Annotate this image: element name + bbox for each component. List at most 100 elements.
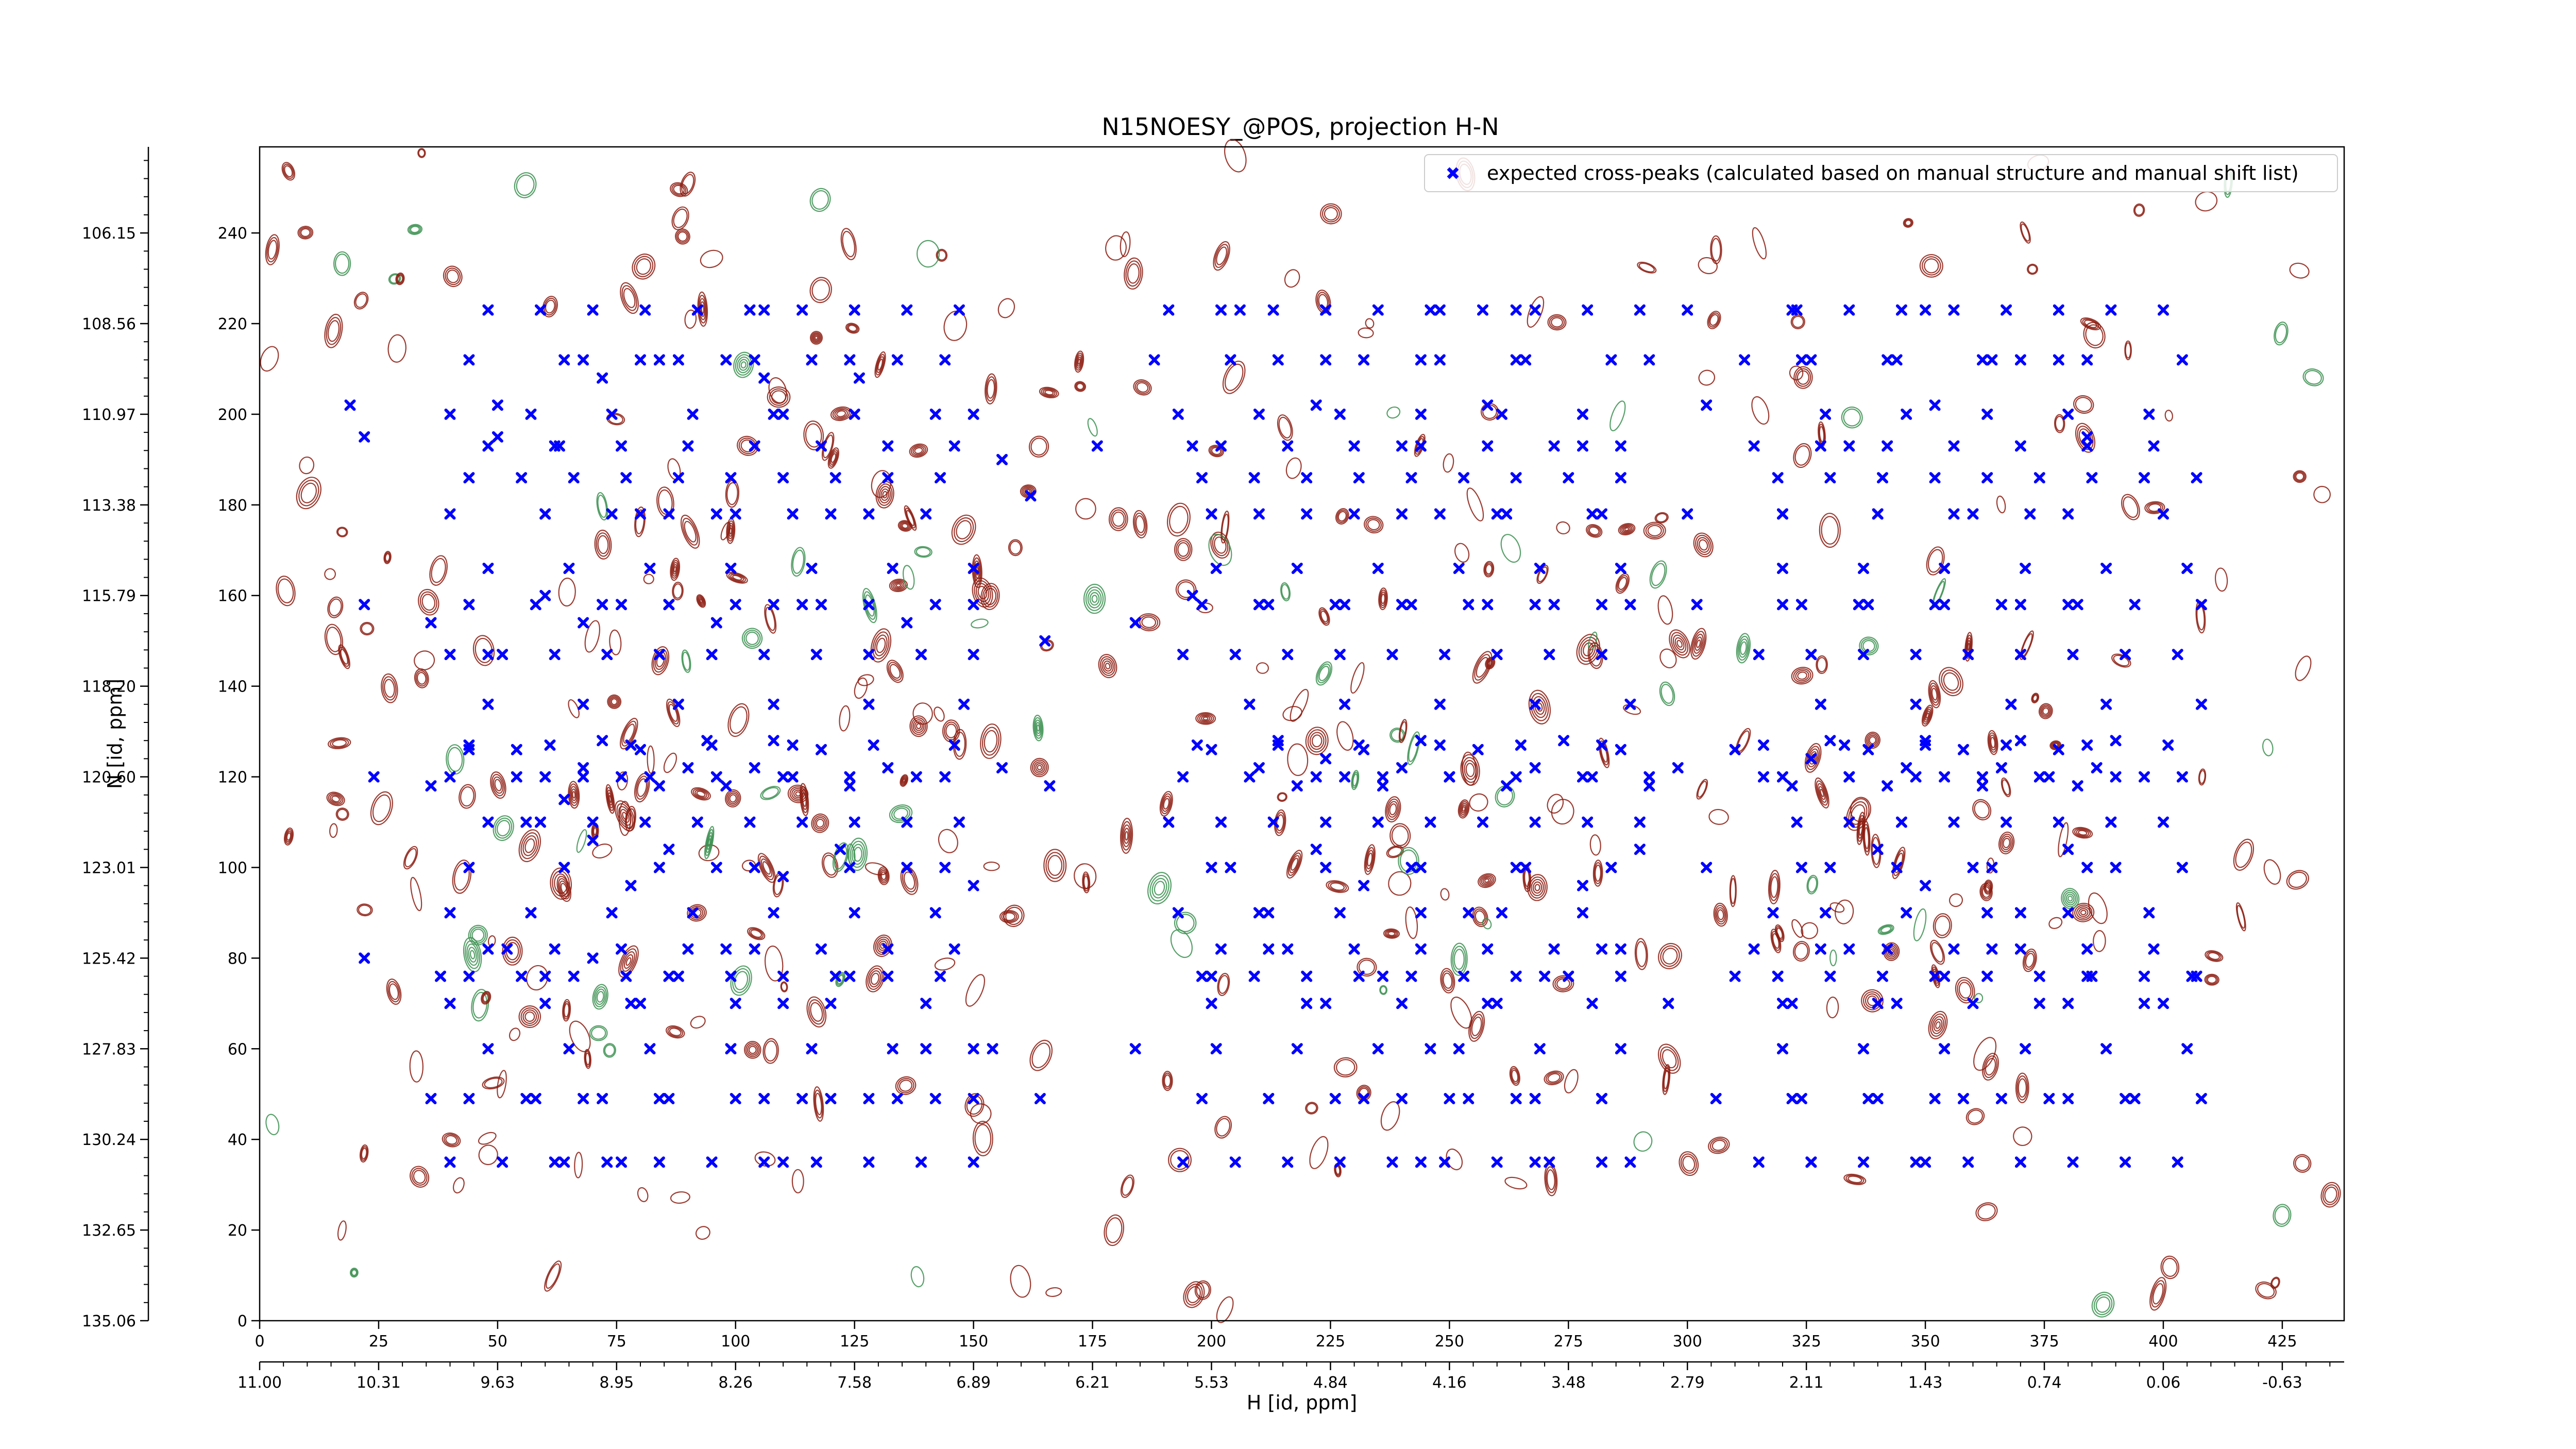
contour-positive <box>359 1144 369 1163</box>
contour-positive <box>1388 871 1412 896</box>
peak-marker <box>1206 862 1217 873</box>
contour-positive <box>370 791 393 825</box>
peak-marker <box>887 563 899 574</box>
peak-marker <box>1748 440 1760 452</box>
peak-marker <box>482 440 494 452</box>
peak-marker <box>1977 771 1988 783</box>
contour-positive <box>418 588 439 616</box>
peak-marker <box>1843 771 1855 783</box>
peak-marker <box>672 970 684 982</box>
peak-marker <box>863 508 875 520</box>
contour-positive <box>1469 793 1488 812</box>
contour-positive <box>1552 975 1574 992</box>
contour-positive <box>1277 414 1293 441</box>
contour-positive <box>1120 231 1131 258</box>
peak-marker <box>1929 472 1941 484</box>
peak-marker <box>587 304 599 316</box>
peak-marker <box>1472 744 1484 755</box>
peak-marker <box>1901 762 1912 773</box>
peak-marker <box>1206 744 1217 755</box>
peak-marker <box>1415 408 1427 420</box>
peak-marker <box>1025 490 1037 502</box>
contour-positive <box>1850 797 1872 822</box>
peak-marker <box>1482 599 1494 611</box>
contour-positive <box>338 644 350 669</box>
contour-positive <box>1029 1039 1053 1071</box>
contour-positive <box>1643 521 1666 540</box>
peak-marker <box>644 563 656 574</box>
contour-positive <box>2013 1126 2032 1146</box>
contour-positive <box>696 594 706 608</box>
peak-marker <box>1282 943 1294 955</box>
peak-marker <box>1929 599 1941 611</box>
peak-marker <box>682 440 694 452</box>
peak-markers <box>344 304 2207 1168</box>
peak-marker <box>1586 771 1598 783</box>
contour-positive <box>983 861 1000 871</box>
contour-positive <box>768 377 787 403</box>
peak-marker <box>1882 440 1893 452</box>
contour-positive <box>1287 743 1309 776</box>
contour-positive <box>909 443 928 458</box>
peak-marker <box>663 844 675 855</box>
contour-negative <box>902 565 915 590</box>
peak-marker <box>1815 698 1826 710</box>
contour-positive <box>620 282 639 314</box>
contour-positive <box>1162 1071 1173 1091</box>
contour-positive <box>1315 290 1331 314</box>
contour-positive <box>620 718 638 750</box>
peak-marker <box>1882 943 1893 955</box>
peak-marker <box>1643 354 1655 366</box>
peak-marker <box>806 1043 818 1055</box>
peak-marker <box>1253 907 1265 919</box>
x-tick-label: 425 <box>2267 1333 2297 1351</box>
peak-marker <box>1777 998 1788 1009</box>
contour-negative <box>349 1268 359 1278</box>
peak-marker <box>1772 472 1784 484</box>
contour-positive <box>1713 902 1728 927</box>
peak-marker <box>1244 771 1256 783</box>
contour-positive <box>1082 871 1091 894</box>
contour-negative <box>265 1114 280 1136</box>
peak-marker <box>730 599 741 611</box>
peak-marker <box>2081 440 2093 452</box>
peak-marker <box>368 771 380 783</box>
contour-positive <box>1693 532 1714 558</box>
peak-marker <box>1372 1043 1384 1055</box>
peak-marker <box>1129 617 1141 629</box>
peak-marker <box>1872 844 1884 855</box>
peak-marker <box>1786 998 1798 1009</box>
contour-positive <box>1440 888 1450 901</box>
peak-marker <box>1843 816 1855 828</box>
contour-positive <box>1224 139 1247 173</box>
peak-marker <box>844 354 856 366</box>
x-tick-label: 150 <box>959 1333 988 1351</box>
contour-positive <box>643 574 654 584</box>
peak-marker <box>1229 649 1241 661</box>
peak-marker <box>1353 472 1365 484</box>
peak-marker <box>2162 739 2174 751</box>
peak-marker <box>1691 599 1703 611</box>
peak-marker <box>625 998 637 1009</box>
contour-positive <box>2320 1182 2341 1208</box>
peak-marker <box>1172 408 1184 420</box>
peak-marker <box>1548 943 1560 955</box>
contour-positive <box>904 505 917 531</box>
contour-positive <box>518 1005 541 1028</box>
peak-marker <box>1353 970 1365 982</box>
peak-marker <box>1353 739 1365 751</box>
peak-marker <box>1320 304 1332 316</box>
peak-marker <box>768 907 779 919</box>
peak-marker <box>482 943 494 955</box>
y-axis-ppm: 135.06 132.65 130.24 127.83 125.42 123.01 120.… <box>82 147 149 1330</box>
contour-negative <box>1280 582 1291 601</box>
contour-positive <box>980 723 1002 759</box>
peak-marker <box>2014 943 2026 955</box>
peak-marker <box>444 508 456 520</box>
peak-marker <box>635 998 646 1009</box>
peak-marker <box>2033 771 2045 783</box>
contour-negative <box>603 1043 616 1058</box>
contour-positive <box>877 866 890 885</box>
peak-marker <box>1605 862 1617 873</box>
peak-marker <box>920 998 932 1009</box>
